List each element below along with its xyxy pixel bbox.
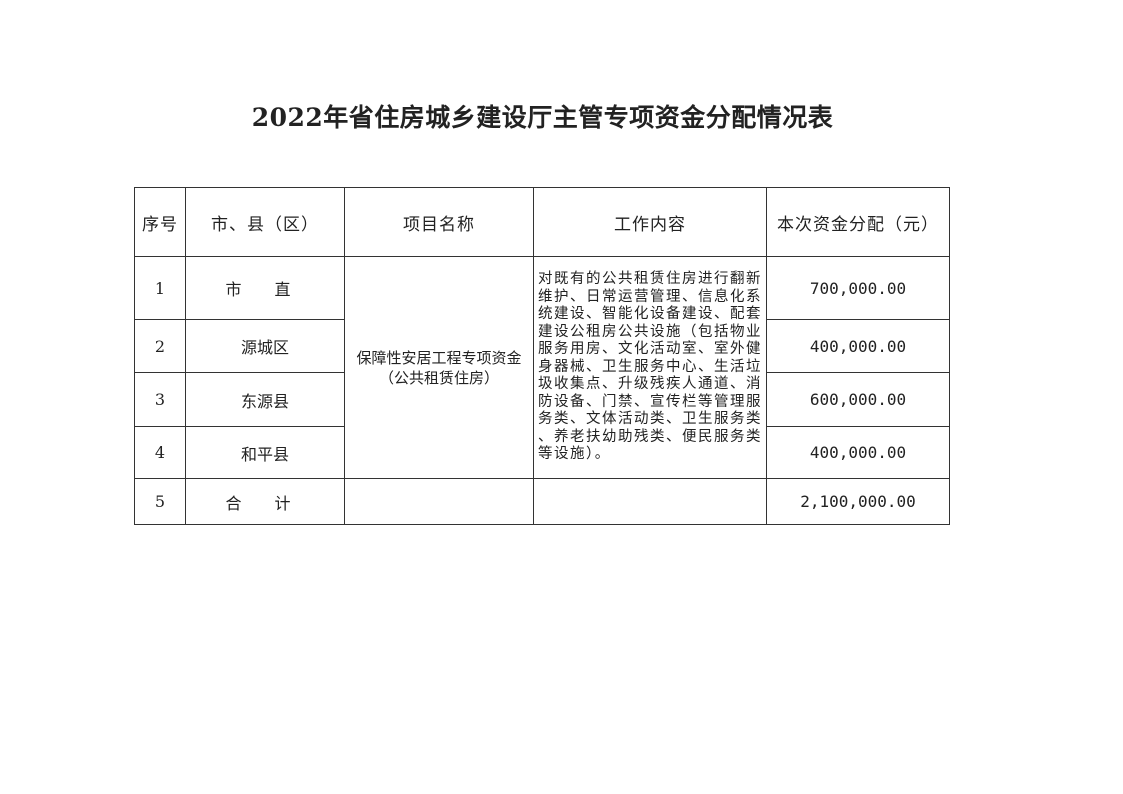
content-line: 圾收集点、升级残疾人通道、消 [538, 376, 762, 393]
row-area: 和平县 [185, 426, 345, 479]
project-name: 保障性安居工程专项资金 [356, 348, 522, 367]
total-amount: 2,100,000.00 [766, 478, 950, 525]
row-no: 2 [134, 319, 186, 373]
content-line: 等设施）。 [538, 446, 611, 463]
row-amount: 700,000.00 [766, 256, 950, 320]
content-line: 统建设、智能化设备建设、配套 [538, 306, 762, 323]
content-line: 、养老扶幼助残类、便民服务类 [538, 428, 762, 445]
table-row: 3 东源县 600,000.00 [134, 372, 950, 427]
empty-cell [344, 478, 534, 525]
content-line: 身器械、卫生服务中心、生活垃 [538, 358, 762, 375]
row-area: 东源县 [185, 372, 345, 427]
work-content-cell: 对既有的公共租赁住房进行翻新 维护、日常运营管理、信息化系 统建设、智能化设备建… [533, 256, 767, 479]
row-no: 3 [134, 372, 186, 427]
row-area: 源城区 [185, 319, 345, 373]
row-area: 市 直 [185, 256, 345, 320]
content-line: 务类、文体活动类、卫生服务类 [538, 411, 762, 428]
header-area: 市、县（区） [185, 187, 345, 257]
total-no: 5 [134, 478, 186, 525]
project-name-cell: 保障性安居工程专项资金 （公共租赁住房） [344, 256, 534, 479]
allocation-table: 序号 市、县（区） 项目名称 工作内容 本次资金分配（元） 1 市 直 保障性安… [134, 187, 950, 525]
project-subname: （公共租赁住房） [378, 368, 499, 387]
total-row: 5 合 计 2,100,000.00 [134, 478, 950, 525]
header-content: 工作内容 [533, 187, 767, 257]
header-row: 序号 市、县（区） 项目名称 工作内容 本次资金分配（元） [134, 187, 950, 257]
content-line: 建设公租房公共设施（包括物业 [538, 323, 762, 340]
empty-cell [533, 478, 767, 525]
header-amount: 本次资金分配（元） [766, 187, 950, 257]
row-amount: 600,000.00 [766, 372, 950, 427]
header-project: 项目名称 [344, 187, 534, 257]
total-label: 合 计 [185, 478, 345, 525]
table-row: 1 市 直 保障性安居工程专项资金 （公共租赁住房） 对既有的公共租赁住房进行翻… [134, 256, 950, 479]
page-title: 2022年省住房城乡建设厅主管专项资金分配情况表 [251, 103, 834, 132]
content-line: 对既有的公共租赁住房进行翻新 [538, 271, 762, 288]
row-no: 1 [134, 256, 186, 320]
row-no: 4 [134, 426, 186, 479]
table-row: 2 源城区 400,000.00 [134, 319, 950, 373]
content-line: 服务用房、文化活动室、室外健 [538, 341, 762, 358]
row-amount: 400,000.00 [766, 319, 950, 373]
content-line: 防设备、门禁、宣传栏等管理服 [538, 393, 762, 410]
content-line: 维护、日常运营管理、信息化系 [538, 288, 762, 305]
row-amount: 400,000.00 [766, 426, 950, 479]
header-no: 序号 [134, 187, 186, 257]
